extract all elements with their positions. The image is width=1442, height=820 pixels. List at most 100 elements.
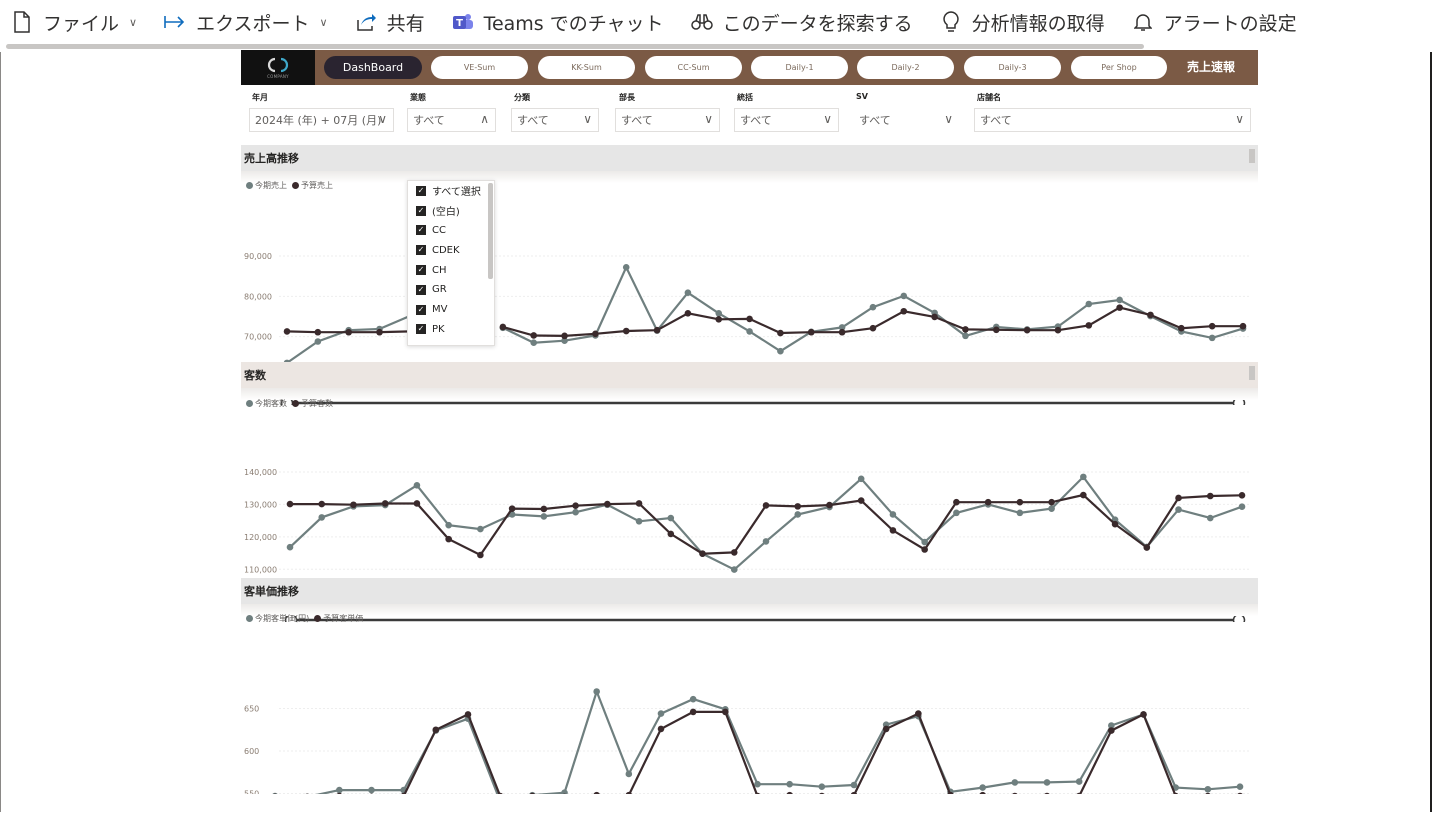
data-point[interactable] [318, 500, 326, 508]
data-point[interactable] [819, 792, 826, 794]
data-point[interactable] [657, 710, 665, 717]
visual-scrollbar[interactable] [1249, 366, 1255, 380]
checkbox-checked-icon[interactable]: ✓ [416, 245, 426, 256]
data-point[interactable] [869, 324, 877, 332]
data-point[interactable] [722, 708, 729, 716]
data-point[interactable] [477, 525, 484, 533]
data-point[interactable] [818, 783, 826, 790]
data-point[interactable] [915, 710, 922, 717]
data-point[interactable] [1206, 514, 1214, 522]
data-point[interactable] [684, 309, 692, 317]
checkbox-checked-icon[interactable]: ✓ [416, 185, 426, 196]
data-point[interactable] [653, 326, 661, 334]
data-point[interactable] [1080, 491, 1087, 499]
data-point[interactable] [572, 502, 579, 510]
data-point[interactable] [272, 792, 279, 794]
data-point[interactable] [445, 521, 452, 529]
data-point[interactable] [1175, 506, 1182, 513]
data-point[interactable] [529, 792, 536, 794]
data-point[interactable] [1238, 492, 1246, 499]
data-point[interactable] [900, 292, 908, 300]
data-point[interactable] [882, 725, 890, 733]
data-point[interactable] [1172, 792, 1179, 794]
data-point[interactable] [336, 786, 343, 794]
data-point[interactable] [561, 332, 568, 340]
data-point[interactable] [1044, 792, 1051, 794]
data-point[interactable] [381, 500, 389, 507]
data-point[interactable] [1048, 505, 1055, 512]
data-point[interactable] [1075, 778, 1083, 785]
teams-chat-button[interactable]: T Teams でのチャット [451, 2, 664, 42]
slicer-store[interactable]: すべて ∨ [974, 108, 1251, 132]
data-point[interactable] [1108, 722, 1115, 729]
data-point[interactable] [592, 330, 599, 338]
data-point[interactable] [754, 792, 761, 794]
data-point[interactable] [1175, 494, 1182, 502]
data-point[interactable] [625, 770, 633, 778]
data-point[interactable] [1206, 492, 1214, 500]
data-point[interactable] [984, 498, 992, 506]
data-point[interactable] [530, 339, 538, 347]
data-point[interactable] [1111, 520, 1119, 528]
data-point[interactable] [777, 347, 784, 355]
nav-dashboard-button[interactable]: DashBoard [324, 56, 422, 79]
data-point[interactable] [635, 500, 643, 507]
data-point[interactable] [572, 508, 579, 516]
data-point[interactable] [1016, 498, 1024, 506]
data-point[interactable] [921, 538, 928, 546]
data-point[interactable] [794, 503, 802, 510]
data-point[interactable] [593, 688, 600, 695]
data-point[interactable] [857, 497, 865, 504]
nav-daily-1-button[interactable]: Daily-1 [751, 56, 848, 79]
nav-kk-sum-button[interactable]: KK-Sum [538, 56, 635, 79]
export-menu[interactable]: エクスポート ∨ [163, 2, 328, 42]
explore-data-button[interactable]: このデータを探索する [690, 2, 913, 42]
business-slicer-dropdown[interactable]: ✓ すべて選択 ✓ (空白) ✓ CC ✓ CDEK ✓ CH ✓ GR ✓ MV ✓ PK [407, 180, 495, 346]
data-point[interactable] [1237, 792, 1244, 794]
slicer-manager[interactable]: すべて ∨ [615, 108, 720, 132]
data-point[interactable] [283, 328, 291, 335]
data-point[interactable] [477, 551, 484, 559]
data-point[interactable] [1108, 727, 1115, 734]
dropdown-option[interactable]: ✓ CC [408, 221, 494, 241]
data-point[interactable] [1140, 711, 1147, 718]
data-point[interactable] [635, 517, 643, 525]
data-point[interactable] [499, 323, 507, 331]
data-point[interactable] [1205, 792, 1212, 794]
data-point[interactable] [314, 338, 322, 345]
data-point[interactable] [561, 789, 568, 794]
data-point[interactable] [286, 500, 294, 508]
set-alert-button[interactable]: アラートの設定 [1131, 2, 1297, 42]
data-point[interactable] [979, 784, 986, 791]
data-point[interactable] [962, 332, 969, 340]
data-point[interactable] [286, 543, 294, 551]
dropdown-option[interactable]: ✓ PK [408, 320, 494, 340]
data-point[interactable] [1043, 779, 1051, 786]
avg-spend-chart[interactable]: 5506006507月7日7月14日7月21日7月28日 [241, 624, 1258, 794]
data-point[interactable] [1023, 326, 1031, 334]
get-insights-button[interactable]: 分析情報の取得 [939, 2, 1105, 42]
checkbox-checked-icon[interactable]: ✓ [416, 324, 426, 335]
data-point[interactable] [979, 791, 986, 794]
data-point[interactable] [850, 781, 858, 789]
data-point[interactable] [625, 791, 633, 794]
nav-daily-3-button[interactable]: Daily-3 [964, 56, 1061, 79]
data-point[interactable] [497, 792, 504, 794]
data-point[interactable] [622, 263, 630, 271]
scrollbar-thumb[interactable] [6, 44, 1144, 49]
checkbox-checked-icon[interactable]: ✓ [416, 304, 426, 315]
data-point[interactable] [838, 328, 846, 336]
data-point[interactable] [1236, 783, 1244, 790]
slicer-category[interactable]: すべて ∨ [511, 108, 599, 132]
data-point[interactable] [413, 500, 421, 507]
data-point[interactable] [947, 791, 954, 794]
slicer-supervisor-group[interactable]: すべて ∨ [734, 108, 839, 132]
data-point[interactable] [1011, 779, 1019, 786]
data-point[interactable] [1116, 296, 1123, 304]
checkbox-checked-icon[interactable]: ✓ [416, 265, 426, 276]
data-point[interactable] [1054, 326, 1062, 334]
data-point[interactable] [400, 792, 407, 794]
data-point[interactable] [1238, 503, 1246, 510]
data-point[interactable] [826, 501, 833, 509]
data-point[interactable] [376, 328, 383, 336]
